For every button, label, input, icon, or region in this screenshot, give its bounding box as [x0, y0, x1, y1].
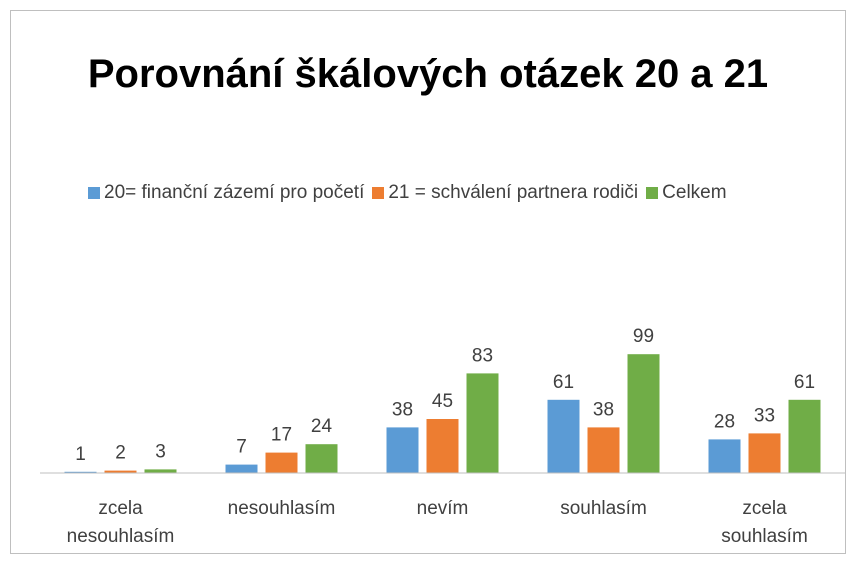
legend-label: 20= finanční zázemí pro početí	[104, 182, 365, 203]
x-tick-label: nevím	[416, 498, 469, 519]
value-label: 17	[271, 425, 292, 446]
value-label: 3	[155, 441, 166, 462]
legend-swatch	[88, 187, 100, 199]
value-label: 99	[633, 326, 654, 347]
value-label: 61	[553, 372, 574, 393]
value-label: 28	[714, 411, 735, 432]
value-label: 83	[472, 345, 493, 366]
legend-swatch	[646, 187, 659, 199]
legend-label: 21 = schválení partnera rodiči	[388, 182, 639, 203]
value-label: 45	[432, 391, 453, 412]
x-tick-label: nesouhlasím	[227, 498, 336, 519]
legend: 20= finanční zázemí pro početí 21 = schvá…	[88, 182, 808, 204]
bar	[265, 452, 298, 473]
value-label: 1	[75, 444, 86, 465]
x-tick-label: zcela souhlasím	[721, 498, 808, 547]
bar	[466, 373, 499, 473]
legend-item: Celkem	[646, 182, 727, 204]
legend-item: 20= finanční zázemí pro početí	[88, 182, 364, 204]
bar	[144, 469, 177, 473]
value-label: 38	[593, 399, 614, 420]
bar	[627, 354, 660, 473]
x-tick-label: zcela nesouhlasím	[66, 498, 175, 547]
bar	[225, 464, 258, 473]
bar	[788, 399, 821, 473]
bar	[547, 399, 580, 473]
bar	[64, 471, 97, 473]
legend-swatch	[372, 187, 385, 199]
chart-title: Porovnání škálových otázek 20 a 21	[87, 52, 769, 96]
bar	[305, 444, 338, 473]
value-label: 2	[115, 443, 126, 464]
value-label: 38	[392, 399, 413, 420]
bar	[587, 427, 620, 473]
bar	[386, 427, 419, 473]
bar	[748, 433, 781, 473]
legend-label: Celkem	[662, 182, 727, 203]
bar	[708, 439, 741, 473]
legend-item: 21 = schválení partnera rodiči	[372, 182, 638, 204]
value-label: 24	[311, 416, 333, 437]
bar	[104, 470, 137, 473]
x-tick-label: souhlasím	[560, 498, 647, 519]
chart-frame	[10, 10, 846, 554]
bar	[426, 419, 459, 473]
value-label: 7	[236, 437, 247, 458]
value-label: 61	[794, 372, 815, 393]
value-label: 33	[754, 405, 775, 426]
